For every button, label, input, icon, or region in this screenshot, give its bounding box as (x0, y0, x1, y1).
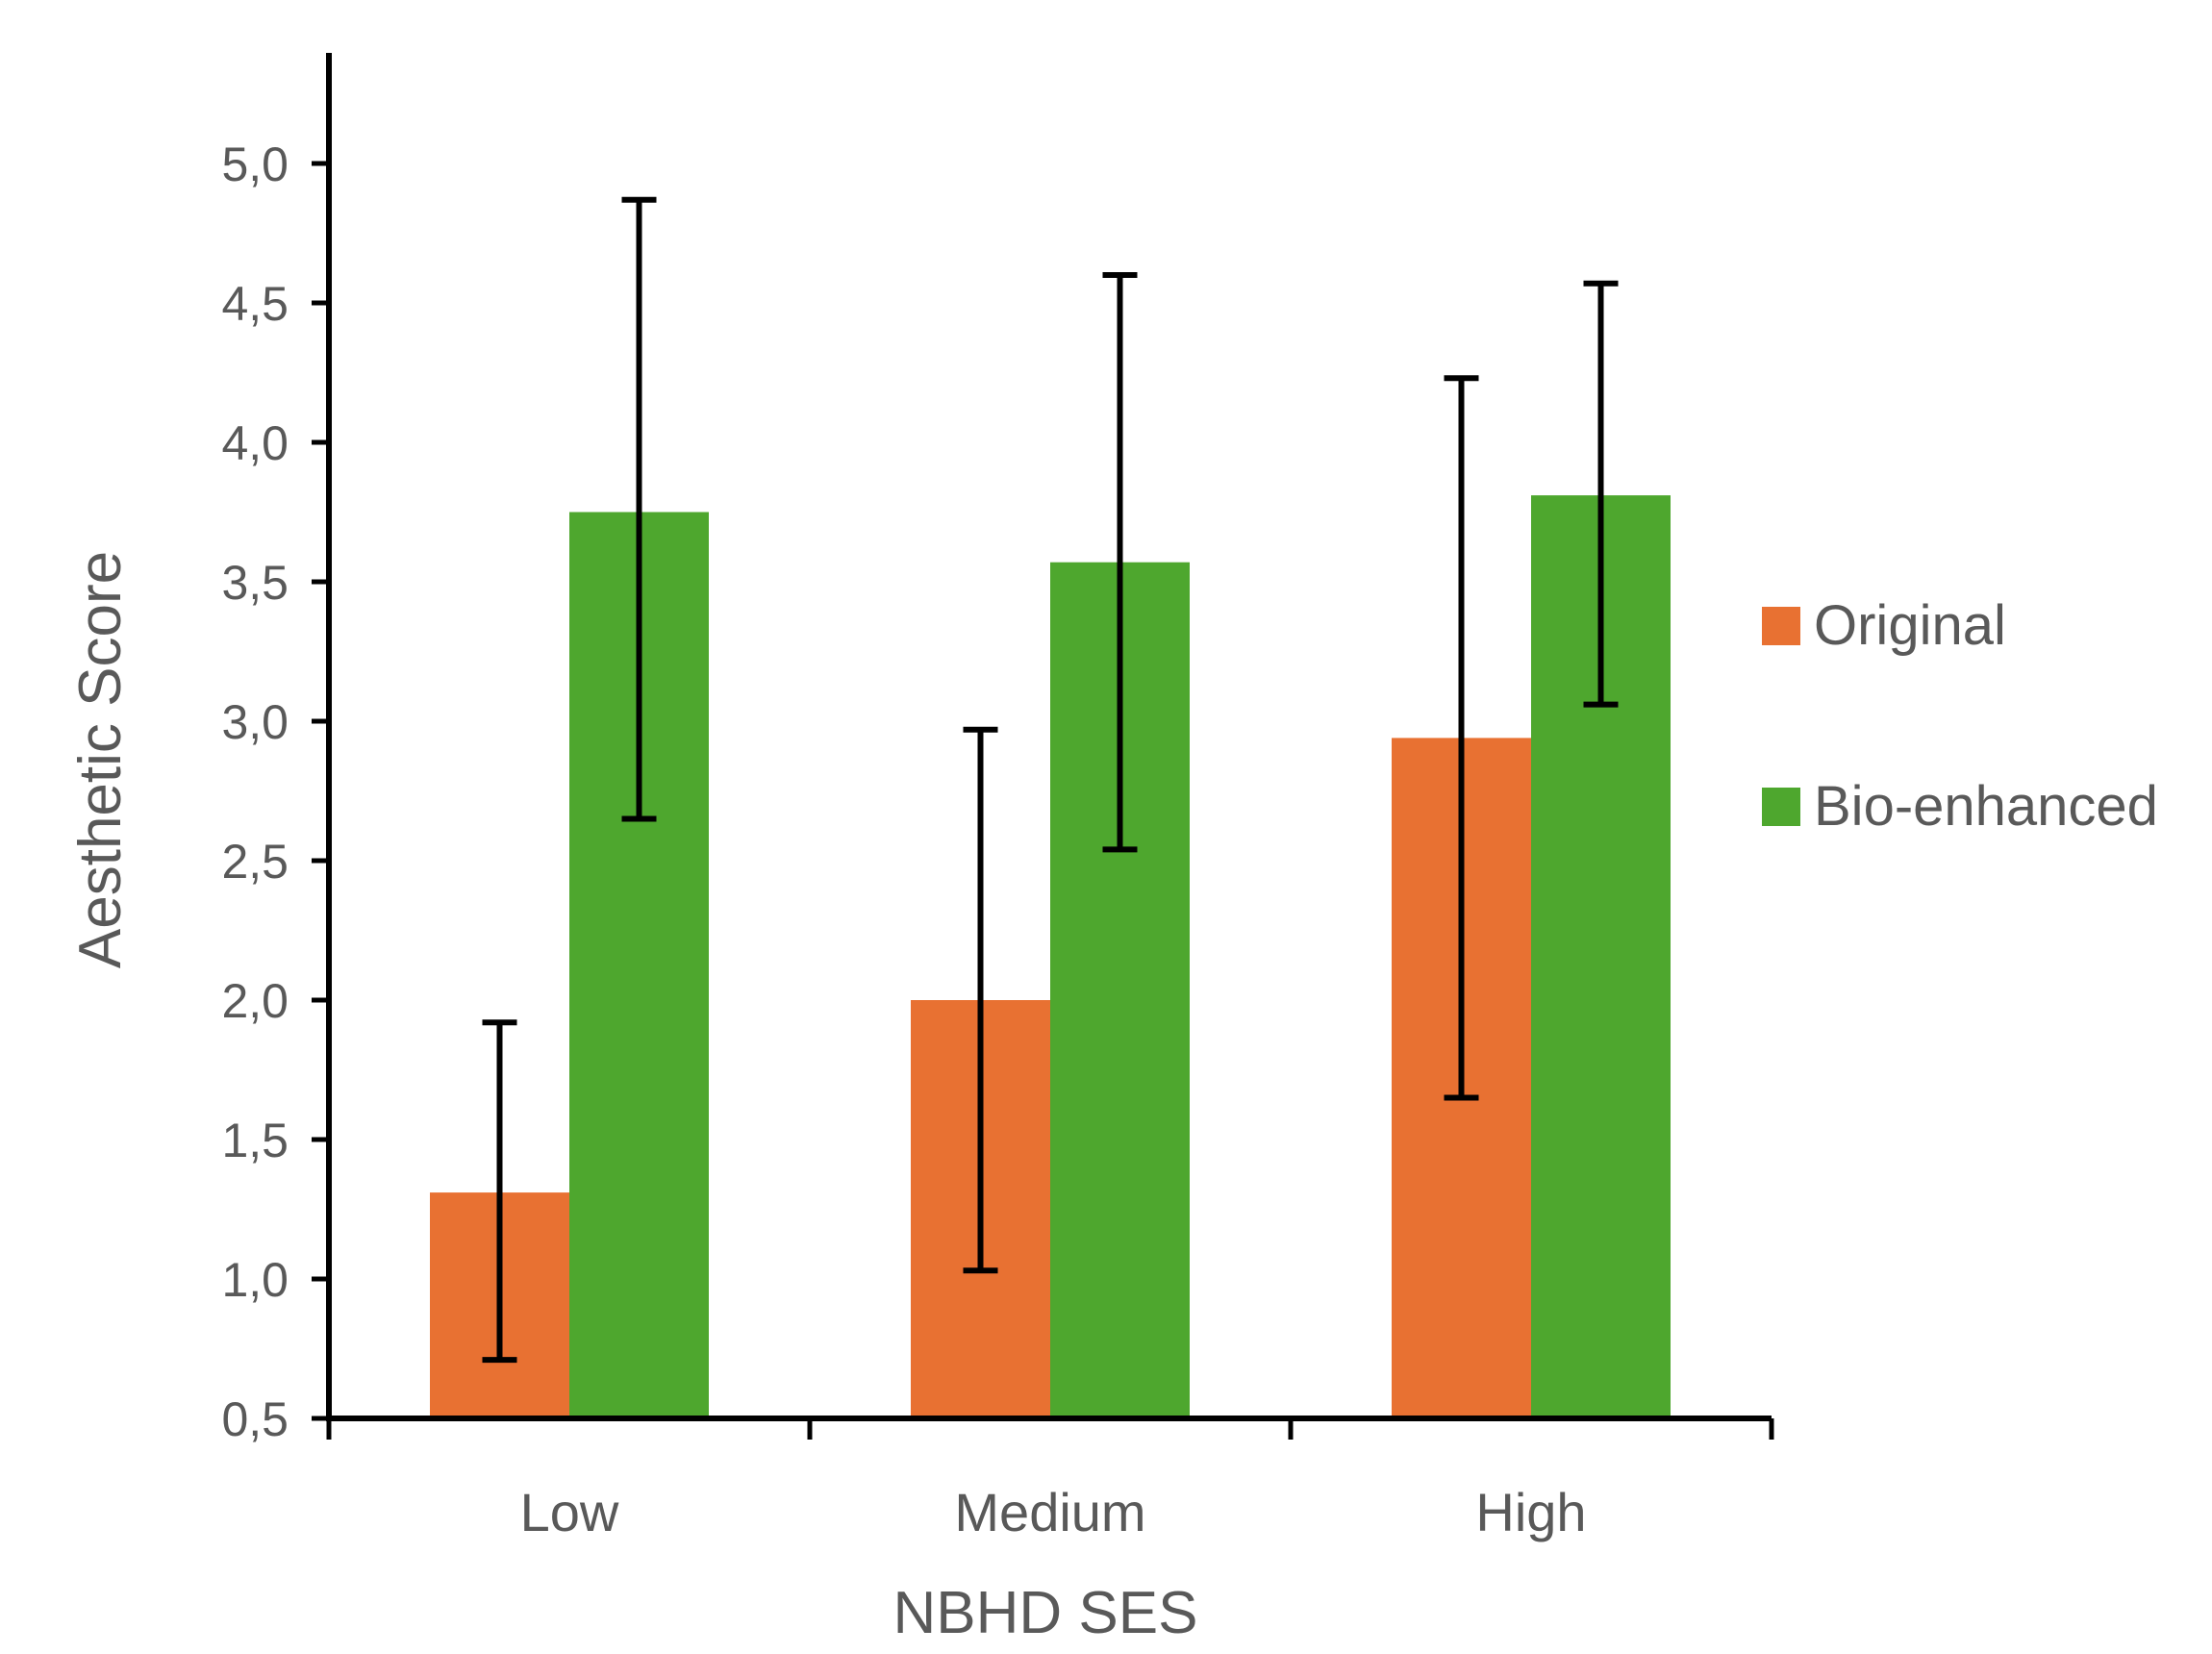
legend-swatch (1762, 788, 1800, 826)
x-axis-title: NBHD SES (893, 1580, 1198, 1646)
y-tick-label: 1,0 (221, 1253, 289, 1307)
legend-label: Bio-enhanced (1814, 775, 2158, 838)
y-tick-label: 2,0 (221, 974, 289, 1028)
y-tick-label: 3,0 (221, 695, 289, 749)
y-tick-label: 0,5 (221, 1392, 289, 1446)
axes-layer (326, 53, 1772, 1421)
y-tick-label: 2,5 (221, 835, 289, 889)
legend: Original Bio-enhanced (1762, 594, 2158, 838)
y-axis-title: Aesthetic Score (67, 551, 134, 968)
legend-item-bio-enhanced: Bio-enhanced (1762, 775, 2158, 838)
y-tick-label: 4,5 (221, 277, 289, 331)
y-ticks-layer: 0,5 1,0 1,5 2,0 2,5 3,0 3,5 4,0 4,5 5,0 (221, 138, 329, 1446)
x-tick-label: High (1475, 1482, 1586, 1542)
error-bars-layer (482, 196, 1619, 1364)
x-tick-label: Medium (954, 1482, 1145, 1542)
x-tick-label: Low (520, 1482, 619, 1542)
y-tick-label: 4,0 (221, 416, 289, 470)
error-bar-bio-enhanced-medium (1102, 272, 1138, 853)
bars-layer (430, 495, 1671, 1418)
error-bar-original-high (1444, 375, 1479, 1101)
error-bar-original-low (482, 1019, 517, 1364)
legend-swatch (1762, 607, 1800, 645)
y-tick-label: 5,0 (221, 138, 289, 191)
error-bar-original-medium (963, 726, 998, 1274)
error-bar-bio-enhanced-low (621, 196, 657, 822)
error-bar-bio-enhanced-high (1583, 280, 1619, 708)
legend-item-original: Original (1762, 594, 2006, 657)
y-tick-label: 1,5 (221, 1114, 289, 1167)
y-tick-label: 3,5 (221, 556, 289, 610)
x-ticks-layer: Low Medium High (326, 1418, 1774, 1542)
legend-label: Original (1814, 594, 2006, 657)
